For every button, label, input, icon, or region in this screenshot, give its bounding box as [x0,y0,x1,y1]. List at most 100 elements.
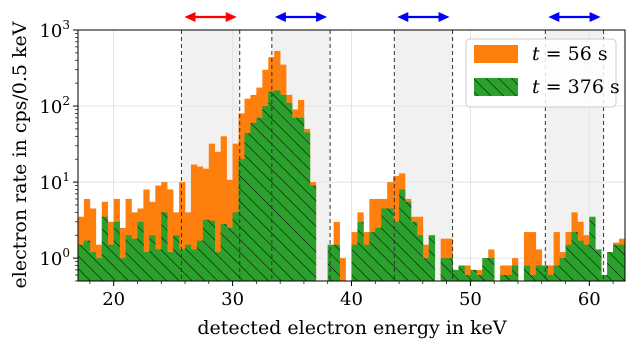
bar-green-hatch [125,235,132,281]
legend-label-orange-rest: = 56 s [540,43,608,65]
bar-green-hatch [274,90,281,281]
bar-green-hatch [607,252,614,281]
bar-green-hatch [446,258,453,281]
bar-green-hatch [101,216,109,281]
bar-green-hatch [535,265,543,281]
bar-green-hatch [202,219,210,281]
legend: t = 56 s t = 376 s [465,38,620,108]
bar-green-hatch [351,244,358,281]
bar-green-hatch [399,189,406,281]
bar-green-hatch [185,244,192,281]
bar-green-hatch [327,244,334,281]
x-tick-label: 30 [221,289,244,310]
bar-orange [214,151,221,281]
y-tick-label: 103 [39,18,70,42]
legend-label-orange: t = 56 s [532,43,608,65]
bar-green-hatch [512,265,519,281]
bar-orange [83,198,91,281]
bar-green-hatch [333,244,340,281]
bar-green-hatch [131,238,138,281]
bar-green-hatch [256,117,263,281]
y-tick-base: 10 [39,97,62,118]
bar-green-hatch [155,249,162,281]
bar-green-hatch [506,274,513,281]
arrow-head-left [548,12,560,22]
bar-green-hatch [363,244,370,281]
bar-green-hatch [547,274,554,281]
bar-orange [119,227,126,281]
legend-label-green: t = 376 s [532,76,620,98]
arrow-head-right [225,12,237,22]
bar-green-hatch [470,269,477,281]
y-tick-base: 10 [39,173,62,194]
bar-green-hatch [440,258,447,281]
bar-green-hatch [238,159,245,281]
bar-green-hatch [488,258,495,281]
bar-green-hatch [416,235,424,281]
bar-orange [506,265,513,281]
arrow-head-left [274,12,286,22]
bar-orange [500,265,507,281]
bar-green-hatch [309,185,317,281]
bar-orange [167,189,174,281]
bar-green-hatch [559,258,566,281]
bar-green-hatch [381,208,388,281]
y-tick-base: 10 [39,21,62,42]
bar-green-hatch [250,122,257,281]
bar-green-hatch [78,244,85,281]
bar-green-hatch [173,235,180,281]
bar-green-hatch [565,244,572,281]
arrow-head-left [184,12,196,22]
bar-orange [190,164,198,281]
bar-orange [529,232,537,281]
bar-green-hatch [476,274,483,281]
y-tick-exponent: 0 [62,246,70,260]
x-axis-ticks: 20 30 40 50 60 [89,281,614,310]
bar-green-hatch [422,258,430,281]
y-tick-base: 10 [39,249,62,270]
bar-green-hatch [393,221,400,281]
legend-label-green-var: t [532,76,540,98]
bar-green-hatch [137,221,144,281]
x-tick-label: 20 [102,289,125,310]
arrow-head-right [438,12,450,22]
bar-green-hatch [613,244,620,281]
bar-green-hatch [297,117,305,281]
bar-green-hatch [529,274,537,281]
x-axis-label: detected electron energy in keV [197,317,507,339]
y-tick-exponent: 3 [62,18,70,32]
legend-label-orange-var: t [532,43,540,65]
bar-orange [208,143,216,281]
bar-green-hatch [571,232,578,281]
bar-green-hatch [405,201,412,281]
region-arrows [184,12,601,22]
bar-green-hatch [113,221,120,281]
bar-orange [523,232,531,281]
y-tick-exponent: 1 [62,170,70,184]
bar-orange [220,136,227,281]
bar-green-hatch [357,221,364,281]
bar-green-hatch [292,117,299,281]
bar-green-hatch [595,249,602,281]
bar-green-hatch [387,208,394,281]
arrow-head-left [397,12,409,22]
bar-green-hatch [161,212,168,281]
bar-green-hatch [482,258,489,281]
bar-green-hatch [119,258,126,281]
bar-green-hatch [95,258,103,281]
bar-green-hatch [428,235,436,281]
bar-green-hatch [303,132,311,281]
bar-green-hatch [190,249,198,281]
bar-green-hatch [541,265,549,281]
bar-green-hatch [208,220,216,281]
y-tick-label: 101 [39,170,70,194]
arrow-head-right [316,12,328,22]
y-axis-label: electron rate in cps/0.5 keV [9,21,31,288]
bar-green-hatch [220,224,227,281]
bar-orange [179,182,186,281]
bar-orange [143,189,150,281]
x-tick-label: 60 [578,289,601,310]
bar-green-hatch [369,232,376,281]
bar-green-hatch [375,227,382,281]
